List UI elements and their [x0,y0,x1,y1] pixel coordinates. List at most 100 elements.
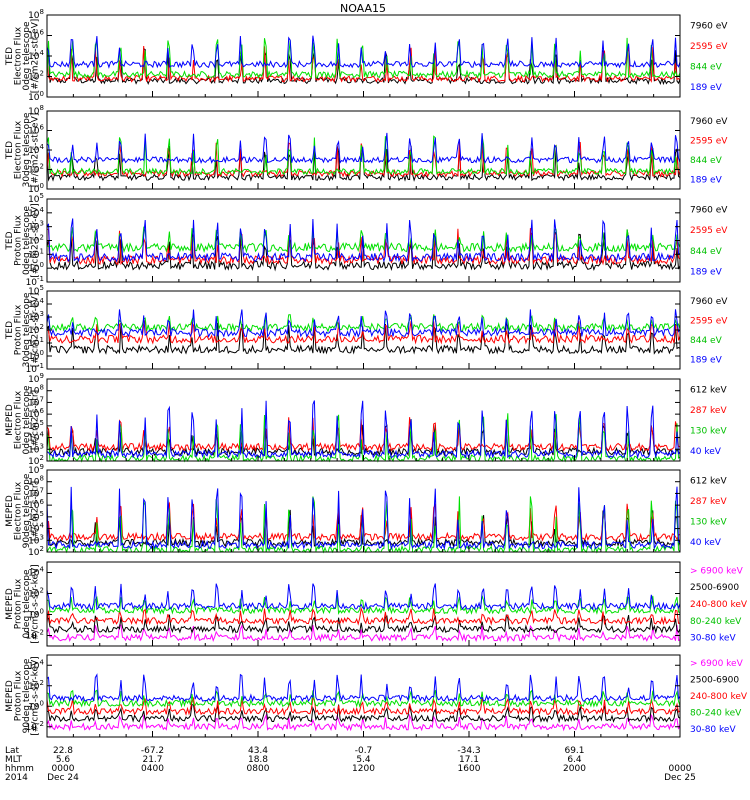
legend-entry: 844 eV [690,62,723,72]
series-line-blue [46,218,681,263]
ephemeris-value: Dec 24 [47,773,79,783]
series-line-blue [46,35,681,70]
ephemeris-value: -0.7 [355,746,373,756]
y-axis-label: MEPEDProton Flux90deg telescope[#/cm2-s-… [5,656,41,735]
series-line-red [46,228,681,266]
ephemeris-value: 18.8 [248,755,268,765]
series-line-magenta [46,623,681,643]
legend-entry: 844 eV [690,156,723,166]
series-line-blue [46,673,681,704]
legend-entry: 2595 eV [690,316,728,326]
legend-entry: 40 keV [690,538,722,548]
y-axis-label: TEDProton Flux0deg telescope[#/cm2-s-str… [5,203,41,278]
series-line-blue [46,486,681,551]
legend-entry: 612 keV [690,385,727,395]
legend-entry: > 6900 keV [690,659,744,669]
legend-entry: 240-800 keV [690,692,748,702]
series-line-black [46,322,681,355]
legend-entry: 80-240 keV [690,708,742,718]
ephemeris-row-label: Lat [5,746,20,756]
legend-entry: 30-80 keV [690,634,736,644]
legend-entry: 2595 eV [690,226,728,236]
ephemeris-row-label: hhmm [5,764,34,774]
y-axis-label: TEDProton Flux30deg telescope[#/cm2-s-st… [5,292,41,367]
legend-entry: 189 eV [690,355,723,365]
ephemeris-value: 21.7 [142,755,162,765]
legend-entry: 80-240 keV [690,617,742,627]
series-line-red [46,318,681,345]
ephemeris-value: 5.6 [56,755,71,765]
series-line-blue [46,583,681,611]
ephemeris-value: 43.4 [248,746,268,756]
legend-entry: 189 eV [690,268,723,278]
ephemeris-value: -34.3 [457,746,480,756]
series-line-magenta [46,713,681,732]
legend-entry: 287 keV [690,406,727,416]
ephemeris-value: 0000 [669,764,692,774]
ephemeris-value: 22.8 [53,746,73,756]
series-line-green [46,135,681,176]
y-axis-label: MEPEDElectron Flux0deg telescope[#/cm2-s… [5,385,41,455]
ephemeris-value: 0800 [247,764,270,774]
ephemeris-value: 1200 [352,764,375,774]
y-axis-label: TEDElectron Flux30deg telescope[#/cm2-s-… [5,112,41,187]
series-line-red [46,417,681,453]
legend-entry: 2500-6900 [690,676,739,686]
series-line-green [46,37,681,80]
legend-entry: 40 keV [690,447,722,457]
y-axis-label: TEDElectron Flux0deg telescope[#/cm2-s-s… [5,19,41,94]
legend-entry: 130 keV [690,517,727,527]
legend-entry: 189 eV [690,83,723,93]
legend-entry: 7960 eV [690,297,728,307]
legend-entry: 2595 eV [690,42,728,52]
series-line-black [46,613,681,635]
ephemeris-row-label: 2014 [5,773,28,783]
series-line-blue [46,132,681,165]
legend-entry: 844 eV [690,247,723,257]
legend-entry: 130 keV [690,426,727,436]
legend-entry: 287 keV [690,497,727,507]
ephemeris-value: 2000 [563,764,586,774]
ephemeris-value: 17.1 [459,755,479,765]
series-line-red [46,696,681,717]
legend-entry: 844 eV [690,336,723,346]
ephemeris-row-label: MLT [5,755,23,765]
legend-entry: 7960 eV [690,117,728,127]
legend-entry: 7960 eV [690,21,728,31]
legend-entry: 2500-6900 [690,583,739,593]
ephemeris-value: 5.4 [356,755,371,765]
series-line-green [46,314,681,333]
series-line-green [46,595,681,616]
legend-entry: 240-800 keV [690,600,748,610]
series-line-blue [46,309,681,338]
y-axis-label: MEPEDProton Flux0deg telescope[#/cm2-s-s… [5,564,41,643]
series-line-black [46,704,681,724]
series-line-red [46,606,681,626]
legend-entry: 30-80 keV [690,725,736,735]
ephemeris-value: 1600 [458,764,481,774]
ephemeris-value: 6.4 [567,755,582,765]
ephemeris-value: -67.2 [141,746,164,756]
ephemeris-value: 0400 [141,764,164,774]
y-axis-label: MEPEDElectron Flux90deg telescope[#/cm2-… [5,473,41,548]
series-line-green [46,689,681,708]
figure-title: NOAA15 [340,2,386,15]
legend-entry: 7960 eV [690,205,728,215]
ephemeris-value: 0000 [52,764,75,774]
ephemeris-value: 69.1 [564,746,584,756]
legend-entry: > 6900 keV [690,566,744,576]
series-line-red [46,45,681,83]
legend-entry: 2595 eV [690,136,728,146]
legend-entry: 189 eV [690,175,723,185]
